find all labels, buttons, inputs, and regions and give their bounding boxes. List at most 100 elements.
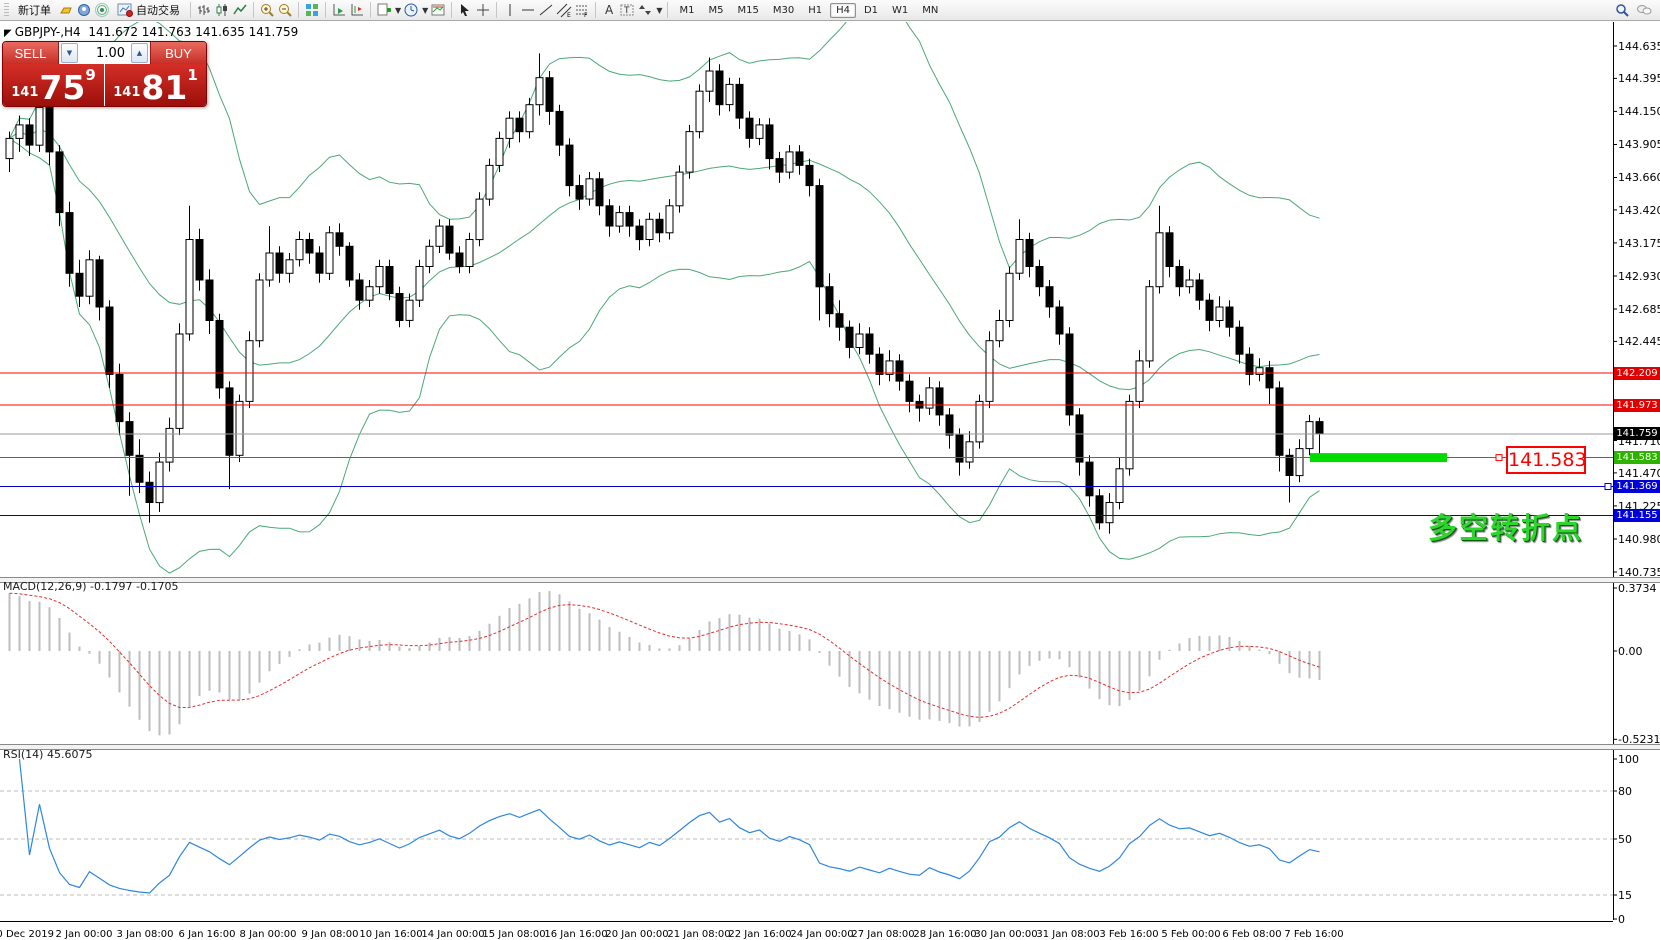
- time-axis-label: 22 Jan 16:00: [728, 929, 792, 940]
- add-indicator-caret[interactable]: ▼: [395, 5, 402, 15]
- turning-point-annotation[interactable]: 多空转折点: [1428, 511, 1584, 545]
- time-axis-label: 24 Jan 00:00: [790, 929, 854, 940]
- price-tick-label: 142.445: [1618, 335, 1660, 348]
- chart-annotations: [1310, 453, 1503, 463]
- chart-symbol: GBPJPY-,H4: [14, 25, 81, 39]
- macd-label: MACD(12,26,9) -0.1797 -0.1705: [3, 580, 179, 593]
- arrows-icon[interactable]: [637, 2, 653, 18]
- pane-divider-rsi[interactable]: [0, 744, 1660, 750]
- bar-chart-icon[interactable]: [196, 2, 212, 18]
- macd-pane: [8, 591, 1321, 736]
- current-price-badge: 141.759: [1614, 427, 1660, 440]
- chart-shift-icon[interactable]: [349, 2, 365, 18]
- time-axis-label: 14 Jan 00:00: [421, 929, 485, 940]
- candles: [5, 53, 1324, 534]
- text-icon[interactable]: A: [601, 2, 617, 18]
- toolbar-grip[interactable]: [4, 3, 9, 17]
- bollinger-bands: [9, 22, 1320, 574]
- time-axis-label: 21 Jan 08:00: [667, 929, 731, 940]
- price-tick-label: 143.660: [1618, 171, 1660, 184]
- price-tick-label: 144.395: [1618, 72, 1660, 85]
- time-axis-label: 6 Jan 16:00: [178, 929, 236, 940]
- time-axis-label: 3 Jan 08:00: [116, 929, 174, 940]
- level-price-badge: 141.369: [1614, 480, 1660, 493]
- line-chart-icon[interactable]: [232, 2, 248, 18]
- rsi-pane: [0, 758, 1613, 896]
- zoom-out-icon[interactable]: [277, 2, 293, 18]
- period-icon[interactable]: [403, 2, 419, 18]
- chart-ohlc: 141.672 141.763 141.635 141.759: [88, 25, 299, 39]
- tab-m1[interactable]: M1: [679, 4, 695, 16]
- svg-text:F: F: [584, 12, 588, 18]
- tile-windows-icon[interactable]: [304, 2, 320, 18]
- price-callout-label[interactable]: 141.583: [1506, 446, 1587, 474]
- price-tick-label: 142.685: [1618, 303, 1660, 316]
- price-tick-label: 142.930: [1618, 270, 1660, 283]
- rsi-tick-label: 0: [1618, 913, 1625, 926]
- svg-text:A: A: [605, 3, 614, 17]
- search-icon[interactable]: [1614, 2, 1630, 18]
- tab-mn[interactable]: MN: [922, 4, 939, 16]
- candlestick-chart-icon[interactable]: [214, 2, 230, 18]
- time-axis-label: 31 Jan 08:00: [1036, 929, 1100, 940]
- support-icon[interactable]: [76, 2, 92, 18]
- add-indicator-icon[interactable]: [376, 2, 392, 18]
- macd-tick-label: 0.00: [1618, 645, 1643, 658]
- chart-forward-icon[interactable]: [331, 2, 347, 18]
- chart-title: ◤ GBPJPY-,H4 141.672 141.763 141.635 141.…: [4, 25, 298, 39]
- price-tick-label: 144.635: [1618, 40, 1660, 53]
- arrows-caret[interactable]: ▼: [656, 5, 663, 15]
- time-axis-label: 10 Jan 16:00: [359, 929, 423, 940]
- price-tick-label: 140.980: [1618, 533, 1660, 546]
- crosshair-icon[interactable]: [475, 2, 491, 18]
- svg-text:E: E: [567, 12, 571, 18]
- time-axis-label: 3 Feb 16:00: [1099, 929, 1159, 940]
- sell-button[interactable]: SELL: [3, 42, 58, 64]
- fibonacci-icon[interactable]: F: [574, 2, 590, 18]
- tab-m30[interactable]: M30: [772, 4, 795, 16]
- thick-green-bar[interactable]: [1310, 453, 1447, 463]
- autotrading-button[interactable]: 自动交易: [112, 0, 185, 20]
- label-icon[interactable]: T: [619, 2, 635, 18]
- volume-decrease-button[interactable]: ▼: [61, 43, 78, 63]
- vertical-line-icon[interactable]: [502, 2, 518, 18]
- time-axis-label: 5 Feb 00:00: [1161, 929, 1221, 940]
- trendline-icon[interactable]: [538, 2, 554, 18]
- equidistant-channel-icon[interactable]: E: [556, 2, 572, 18]
- price-tick-label: 143.175: [1618, 237, 1660, 250]
- tab-d1[interactable]: D1: [863, 4, 879, 16]
- template-icon[interactable]: [430, 2, 446, 18]
- time-axis-label: 16 Jan 16:00: [544, 929, 608, 940]
- axis-ticks: [1613, 45, 1617, 920]
- pane-divider-macd[interactable]: [0, 577, 1660, 583]
- time-axis-label: 8 Jan 00:00: [239, 929, 297, 940]
- cursor-icon[interactable]: [457, 2, 473, 18]
- tab-h4[interactable]: H4: [830, 2, 856, 18]
- bid-price[interactable]: 141 75 9: [3, 64, 104, 106]
- ask-price[interactable]: 141 81 1: [105, 64, 206, 106]
- signal-icon[interactable]: [94, 2, 110, 18]
- chat-icon[interactable]: [1636, 2, 1652, 18]
- tab-m15[interactable]: M15: [737, 4, 759, 16]
- price-tick-label: 143.905: [1618, 138, 1660, 151]
- buy-button[interactable]: BUY: [151, 42, 206, 64]
- volume-input[interactable]: 1.00: [96, 45, 125, 61]
- horizontal-line-icon[interactable]: [520, 2, 536, 18]
- zoom-in-icon[interactable]: [259, 2, 275, 18]
- autotrading-icon: [117, 2, 133, 18]
- time-axis-label: 2 Jan 00:00: [55, 929, 113, 940]
- tab-w1[interactable]: W1: [892, 4, 909, 16]
- chart-marker-icon: ◤: [4, 28, 12, 39]
- period-caret[interactable]: ▼: [422, 5, 429, 15]
- svg-text:T: T: [623, 6, 630, 16]
- tab-h1[interactable]: H1: [808, 4, 823, 16]
- chart-canvas[interactable]: [0, 21, 1660, 940]
- tab-m5[interactable]: M5: [708, 4, 724, 16]
- new-order-button[interactable]: 新订单: [18, 4, 51, 17]
- time-axis-label: 6 Feb 08:00: [1222, 929, 1282, 940]
- time-axis-label: 30 Jan 00:00: [974, 929, 1038, 940]
- gold-bar-icon[interactable]: [58, 2, 74, 18]
- volume-increase-button[interactable]: ▲: [131, 43, 148, 63]
- level-price-badge: 141.155: [1614, 509, 1660, 522]
